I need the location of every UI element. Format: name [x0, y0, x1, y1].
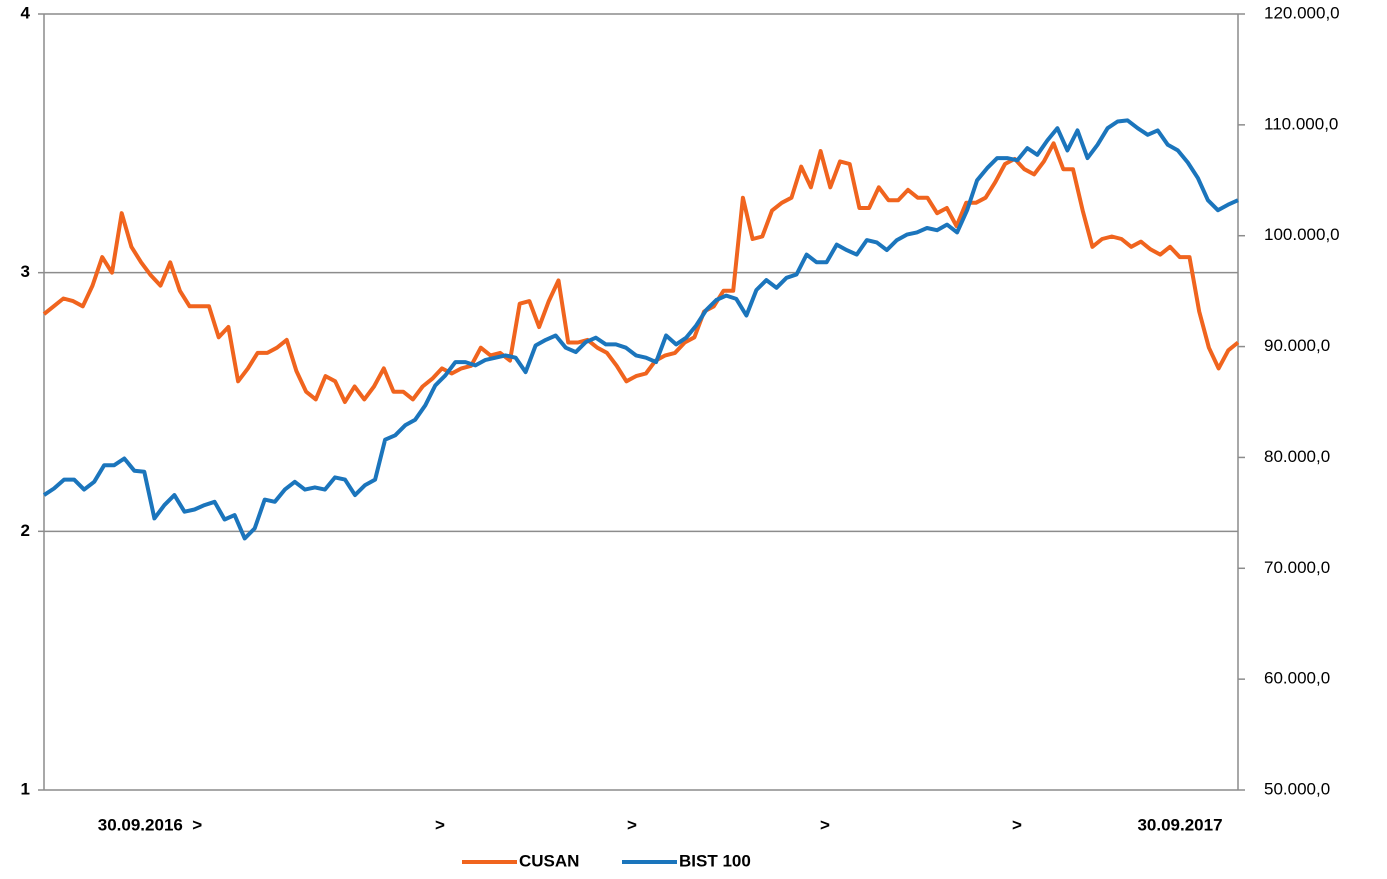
line-series — [42, 141, 1240, 404]
y2-tick-label: 100.000,0 — [1264, 225, 1340, 244]
y-tick-label: 4 — [21, 3, 31, 22]
x-tick-label: > — [820, 815, 830, 834]
x-tick-label: > — [1012, 815, 1022, 834]
y-tick-label: 3 — [21, 262, 30, 281]
line-series — [42, 118, 1239, 541]
x-tick-label: > — [435, 815, 445, 834]
y2-tick-label: 110.000,0 — [1264, 114, 1338, 133]
legend-label: BIST 100 — [679, 851, 751, 870]
x-tick-label: 30.09.2016 > — [98, 815, 203, 834]
y2-tick-label: 120.000,0 — [1264, 3, 1340, 22]
legend-label: CUSAN — [519, 851, 579, 870]
y2-tick-label: 80.000,0 — [1264, 447, 1330, 466]
y-tick-label: 1 — [21, 779, 30, 798]
y2-tick-label: 70.000,0 — [1264, 558, 1330, 577]
x-tick-label: > — [627, 815, 637, 834]
y2-tick-label: 60.000,0 — [1264, 669, 1330, 688]
y-tick-label: 2 — [21, 521, 30, 540]
y2-tick-label: 90.000,0 — [1264, 336, 1330, 355]
y2-tick-label: 50.000,0 — [1264, 779, 1330, 798]
x-tick-label: 30.09.2017 — [1137, 815, 1222, 834]
